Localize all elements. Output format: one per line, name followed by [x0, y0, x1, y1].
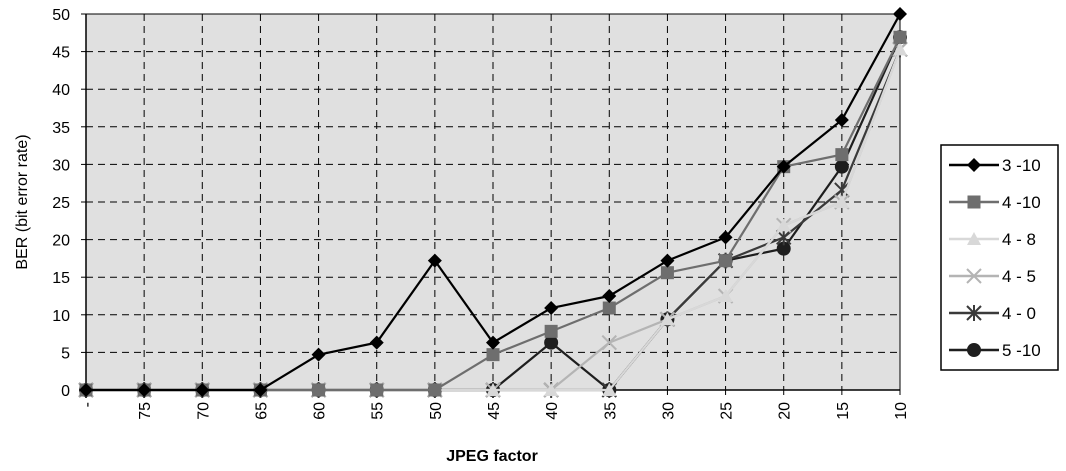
- data-point: [834, 159, 849, 174]
- x-tick-label: 10: [893, 402, 910, 420]
- data-point: [776, 159, 791, 174]
- data-point: [602, 383, 617, 396]
- data-point: [660, 253, 675, 268]
- data-point: [602, 289, 617, 303]
- data-point: [427, 253, 442, 268]
- data-point: [486, 335, 500, 350]
- legend-item: 4 - 5: [949, 267, 1036, 286]
- data-point: [544, 301, 559, 316]
- legend-label: 5 -10: [1002, 341, 1041, 360]
- data-point: [370, 383, 384, 397]
- y-tick-label: 0: [61, 383, 70, 400]
- data-point: [195, 383, 210, 397]
- y-tick-label: 5: [61, 345, 70, 362]
- y-tick-label: 40: [52, 82, 70, 99]
- legend-marker: [967, 195, 981, 209]
- legend-box: [940, 144, 1059, 371]
- y-tick-label: 50: [52, 7, 70, 24]
- x-tick-label: 70: [195, 402, 212, 420]
- data-point: [893, 42, 907, 56]
- y-tick-label: 25: [52, 195, 70, 212]
- legend-label: 4 -10: [1002, 193, 1041, 212]
- data-point: [312, 383, 326, 397]
- series-group: [78, 7, 908, 398]
- data-point: [253, 383, 268, 397]
- legend-label: 4 - 0: [1002, 304, 1036, 323]
- legend-marker: [967, 158, 981, 172]
- legend-marker: [966, 268, 982, 284]
- x-tick-label: 30: [660, 402, 677, 420]
- y-tick-label: 10: [52, 308, 70, 325]
- y-tick-label: 35: [52, 120, 70, 137]
- data-point: [834, 113, 849, 128]
- data-point: [834, 195, 849, 208]
- data-point: [602, 301, 616, 315]
- legend-label: 4 - 8: [1002, 230, 1036, 249]
- legend-item: 3 -10: [949, 156, 1041, 175]
- x-tick-label: -: [79, 402, 96, 407]
- y-axis-title: BER (bit error rate): [14, 134, 31, 269]
- y-tick-label: 15: [52, 270, 70, 287]
- x-tick-label: 20: [777, 402, 794, 420]
- data-point: [544, 324, 558, 338]
- legend-item: 4 - 0: [949, 304, 1036, 323]
- data-point: [776, 218, 791, 232]
- legend-label: 4 - 5: [1002, 267, 1036, 286]
- legend-item: 5 -10: [949, 341, 1041, 360]
- data-point: [718, 289, 733, 302]
- legend-item: 4 - 8: [949, 230, 1036, 249]
- data-point: [776, 241, 791, 256]
- data-point: [893, 30, 907, 44]
- data-point: [719, 254, 733, 268]
- y-tick-label: 20: [52, 233, 70, 250]
- x-tick-label: 45: [486, 402, 503, 420]
- x-tick-label: 25: [719, 402, 736, 420]
- x-marker-stroke: [966, 268, 982, 284]
- data-point: [544, 383, 559, 396]
- y-tick-label: 45: [52, 45, 70, 62]
- data-point: [137, 383, 152, 397]
- data-point: [544, 335, 559, 350]
- x-tick-label: 60: [312, 402, 329, 420]
- legend-marker: [966, 305, 982, 321]
- x-tick-label: 40: [544, 402, 561, 420]
- grid-lines: [86, 14, 900, 390]
- x-marker-stroke: [601, 334, 617, 351]
- x-axis-title: JPEG factor: [446, 448, 538, 465]
- data-point: [311, 347, 326, 362]
- data-point: [486, 383, 500, 396]
- tick-labels: 0 5 10 15 20 25 30 35 40 45 50 - 75 70 65 60 55 50 45 40 35 3…: [52, 7, 910, 420]
- legend: 3 -10 4 -10 4 - 8 4 - 5 4 - 0 5 -10: [940, 144, 1059, 371]
- data-point: [893, 7, 907, 21]
- data-point: [369, 335, 384, 350]
- legend-marker: [967, 343, 981, 357]
- legend-marker: [967, 232, 981, 245]
- x-tick-label: 65: [253, 402, 270, 420]
- legend-label: 3 -10: [1002, 156, 1041, 175]
- data-point: [718, 230, 733, 245]
- x-tick-label: 50: [428, 402, 445, 420]
- data-point: [601, 334, 617, 351]
- y-tick-label: 30: [52, 157, 70, 174]
- data-point: [660, 312, 675, 326]
- legend-item: 4 -10: [949, 193, 1041, 212]
- data-point: [428, 383, 442, 397]
- data-point: [486, 348, 500, 362]
- x-tick-label: 55: [370, 402, 387, 420]
- data-point: [660, 266, 674, 280]
- x-tick-label: 75: [137, 402, 154, 420]
- x-tick-label: 35: [602, 402, 619, 420]
- data-point: [835, 148, 849, 162]
- data-point: [79, 383, 93, 397]
- x-tick-label: 15: [835, 402, 852, 420]
- series-3-10: [79, 7, 907, 397]
